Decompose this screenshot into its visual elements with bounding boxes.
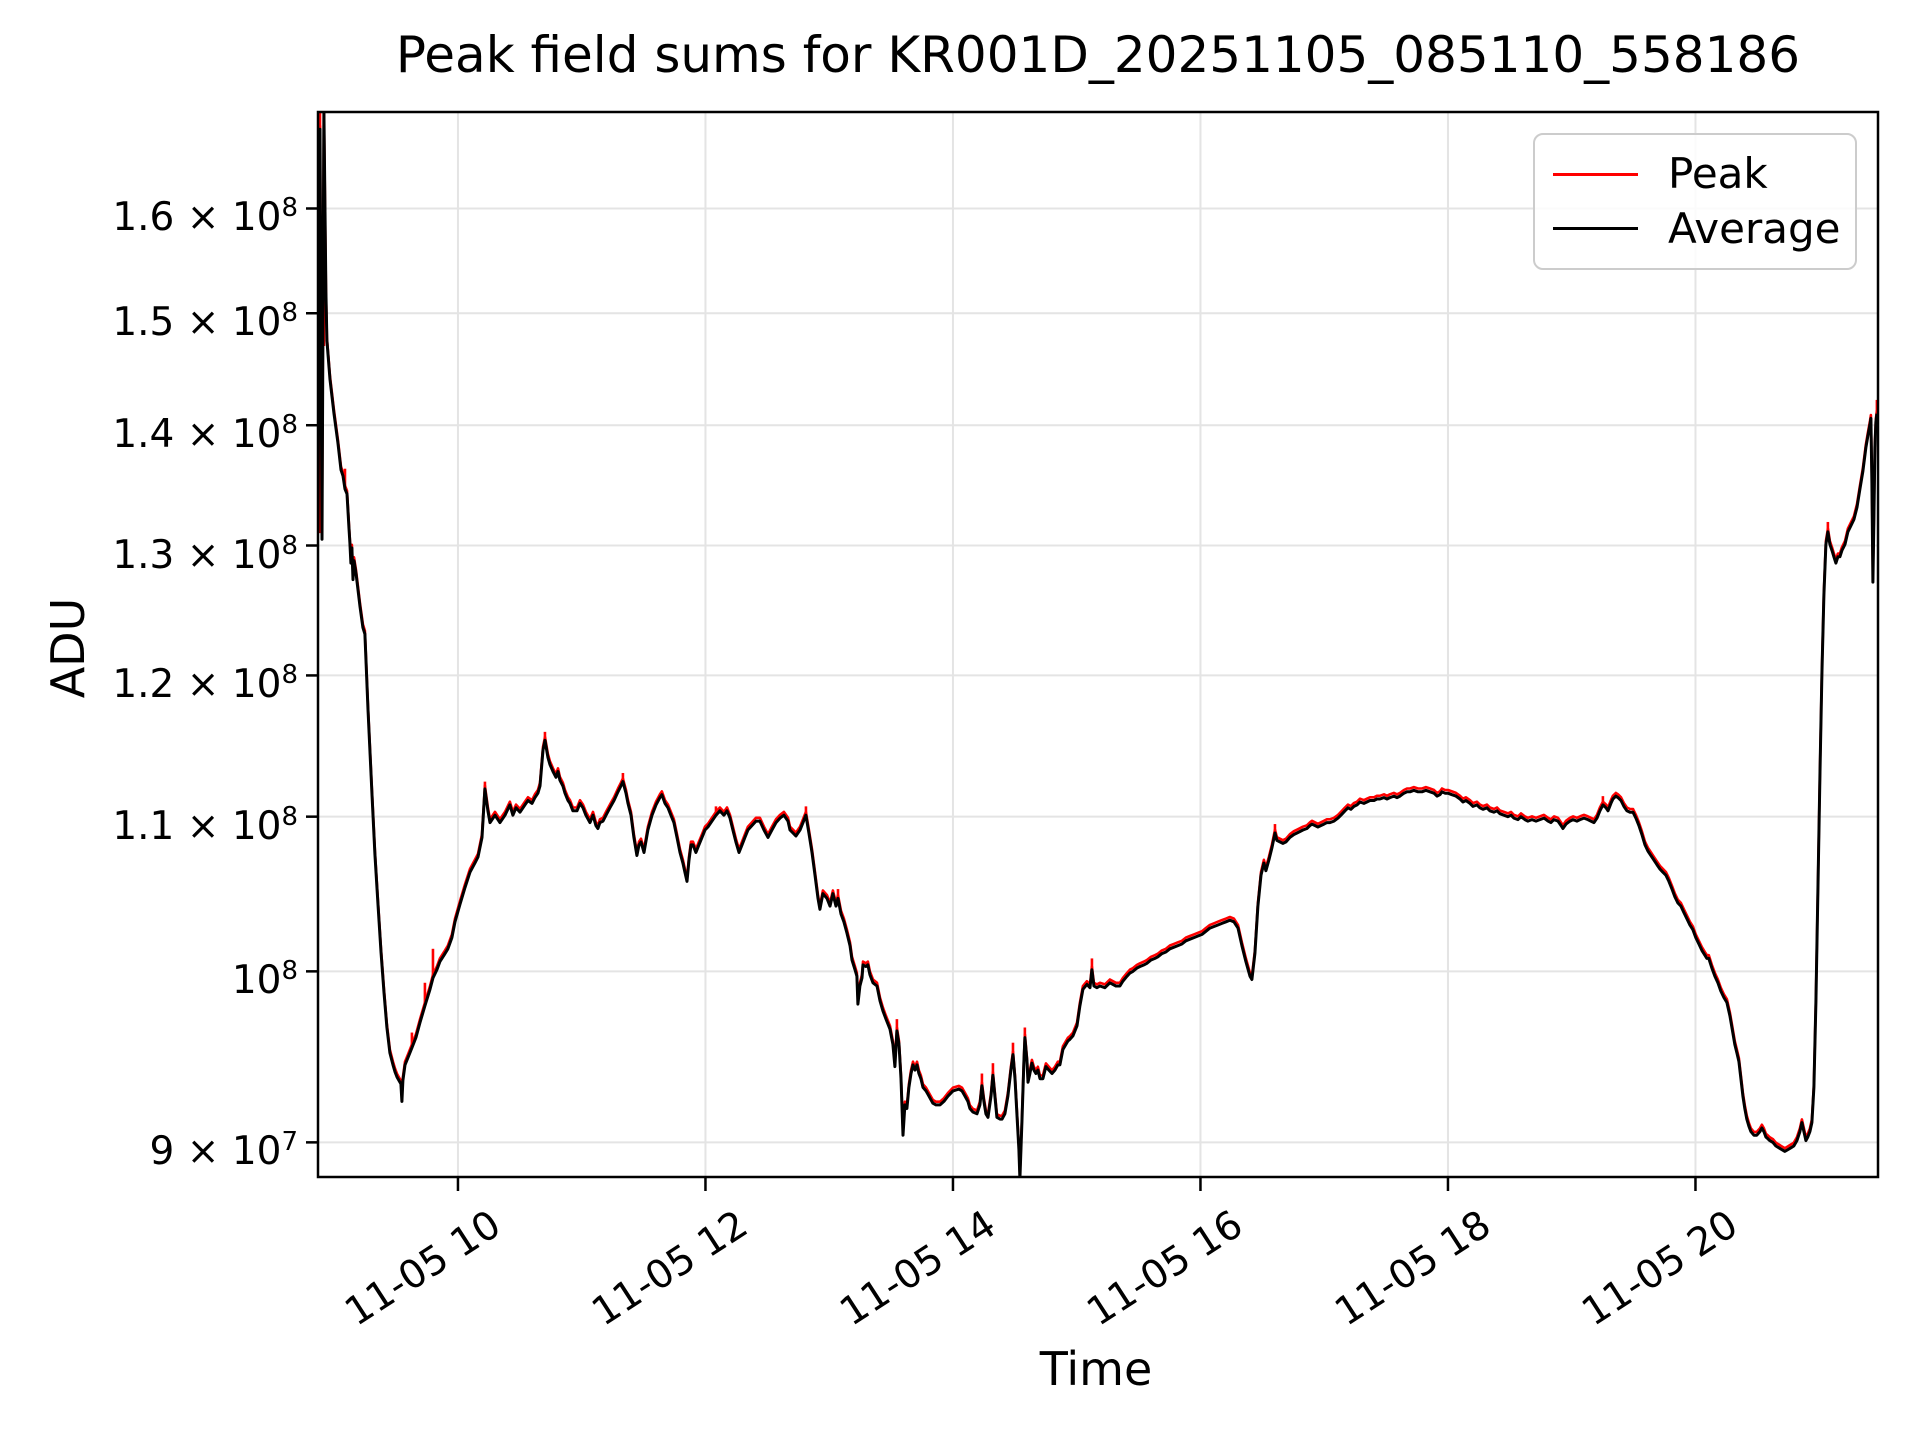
legend-item-peak: Peak bbox=[1535, 153, 1855, 195]
average-series-line bbox=[318, 112, 1878, 1177]
y-tick-label: 1.6 × 108 bbox=[112, 193, 298, 241]
x-axis-label: Time bbox=[1039, 1342, 1153, 1396]
y-tick-label: 1.5 × 108 bbox=[112, 298, 298, 346]
y-tick-label: 1.2 × 108 bbox=[112, 660, 298, 708]
tick-marks bbox=[306, 207, 1697, 1191]
legend-label-average: Average bbox=[1668, 203, 1841, 253]
y-tick-label: 1.4 × 108 bbox=[112, 410, 298, 458]
legend: Peak Average bbox=[1533, 133, 1857, 270]
legend-item-average: Average bbox=[1535, 203, 1855, 253]
y-tick-label: 1.1 × 108 bbox=[112, 801, 298, 849]
legend-label-peak: Peak bbox=[1668, 149, 1768, 199]
grid-lines bbox=[318, 112, 1878, 1177]
y-tick-label: 108 bbox=[231, 956, 298, 1004]
peak-series-line bbox=[318, 112, 1878, 1177]
chart-title: Peak field sums for KR001D_20251105_0851… bbox=[395, 26, 1801, 84]
average-line-swatch bbox=[1553, 227, 1638, 231]
plot-border bbox=[316, 110, 1880, 1179]
peak-line-swatch bbox=[1553, 172, 1638, 176]
y-tick-label: 9 × 107 bbox=[149, 1127, 298, 1175]
y-tick-label: 1.3 × 108 bbox=[112, 530, 298, 578]
